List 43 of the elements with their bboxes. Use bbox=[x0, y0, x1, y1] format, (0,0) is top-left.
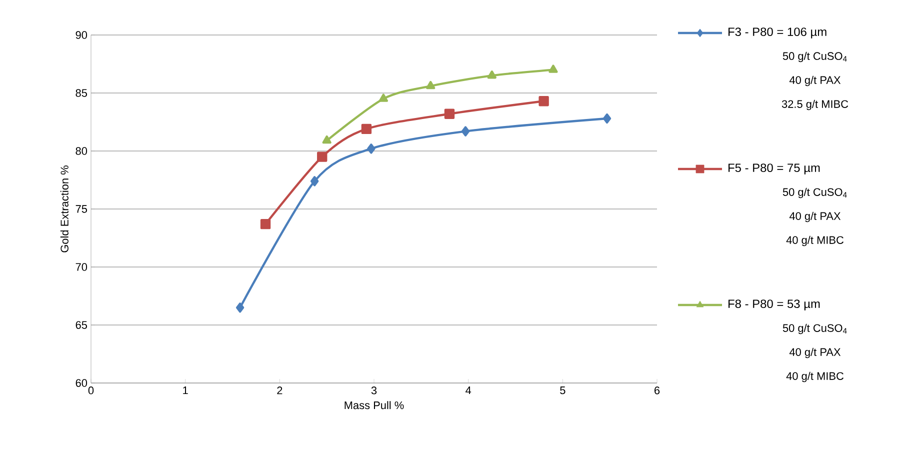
y-tick-label: 85 bbox=[76, 89, 88, 97]
y-tick-label: 65 bbox=[76, 321, 88, 329]
point bbox=[426, 80, 436, 90]
text: 40 g/t PAX bbox=[789, 212, 841, 222]
y-tick-label: 60 bbox=[76, 379, 88, 387]
x-tick-label: 0 bbox=[88, 386, 94, 394]
text: 50 g/t CuSO$_{4}$ bbox=[782, 324, 847, 334]
legend-label: F5 - P80 = 75 µm bbox=[728, 164, 820, 174]
point bbox=[361, 124, 372, 134]
x-tick-label: 1 bbox=[183, 386, 188, 394]
point bbox=[260, 218, 271, 230]
text: 50 g/t CuSO$_{4}$ bbox=[782, 188, 847, 198]
x-tick-label: 2 bbox=[277, 386, 282, 394]
point bbox=[310, 176, 319, 186]
text: 40 g/t PAX bbox=[789, 76, 841, 86]
point bbox=[322, 135, 332, 144]
x-tick-label: 3 bbox=[371, 386, 377, 394]
text: 32.5 g/t MIBC bbox=[782, 100, 848, 110]
text: 40 g/t MIBC bbox=[786, 236, 844, 246]
x-tick-label: 4 bbox=[466, 386, 472, 394]
point bbox=[602, 113, 612, 124]
legend-label: F8 - P80 = 53 µm bbox=[728, 300, 820, 310]
text: 40 g/t MIBC bbox=[786, 372, 844, 382]
legend-label: F3 - P80 = 106 µm bbox=[728, 28, 826, 38]
y-axis-title: Gold Extraction % bbox=[60, 166, 68, 252]
x-axis-title: Mass Pull % bbox=[344, 401, 404, 410]
y-tick-label: 80 bbox=[76, 147, 88, 155]
y-tick-label: 75 bbox=[76, 205, 88, 213]
point bbox=[378, 94, 388, 102]
point bbox=[548, 64, 558, 73]
point bbox=[487, 70, 496, 79]
y-tick-label: 70 bbox=[76, 263, 88, 271]
point bbox=[236, 302, 244, 313]
text: 40 g/t PAX bbox=[789, 348, 841, 358]
point bbox=[367, 144, 376, 154]
x-tick-label: 5 bbox=[560, 386, 566, 394]
point bbox=[444, 108, 455, 119]
point bbox=[538, 96, 549, 106]
y-tick-label: 90 bbox=[76, 31, 88, 39]
point bbox=[317, 152, 328, 162]
point bbox=[461, 126, 470, 136]
x-tick-label: 6 bbox=[654, 386, 660, 394]
text: 50 g/t CuSO$_{4}$ bbox=[782, 52, 847, 62]
